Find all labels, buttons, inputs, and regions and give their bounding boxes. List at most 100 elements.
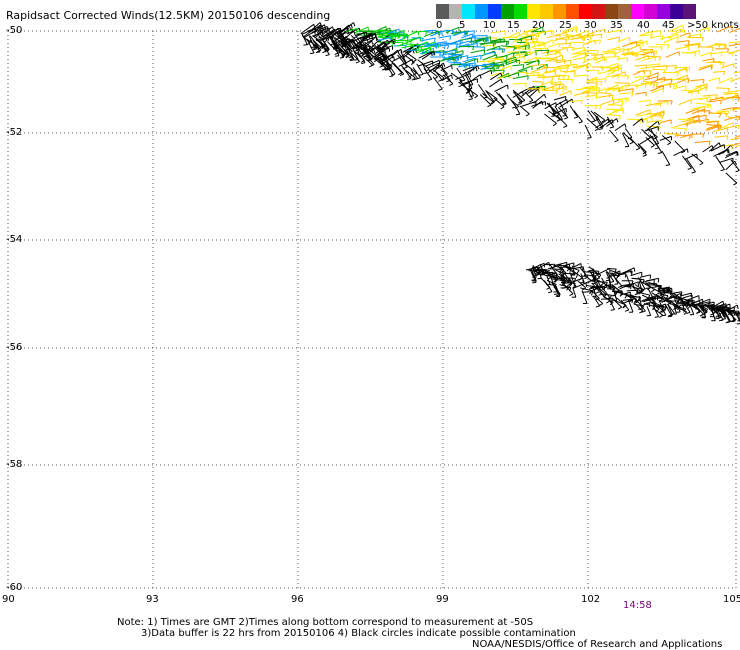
wind-barb [622,267,636,275]
wind-barb [714,135,729,140]
wind-barb [437,29,454,35]
wind-barb [531,272,537,284]
wind-barb [701,305,707,318]
wind-barb [636,40,648,46]
longitude-label: 90 [2,594,15,605]
wind-barb [620,299,630,312]
wind-barb [722,310,731,324]
wind-barb [527,88,541,93]
wind-barb [548,271,555,286]
wind-barb [582,85,598,90]
wind-barb [644,126,659,132]
wind-barb [423,30,440,38]
wind-barb [492,41,508,46]
legend-swatch [488,4,501,19]
wind-barb [443,49,457,55]
wind-barb [495,91,507,106]
wind-barb [490,38,505,43]
wind-barb [548,102,556,117]
wind-barb [561,46,575,52]
wind-barb [414,48,428,53]
wind-barb [614,75,630,80]
wind-barb [500,52,515,58]
wind-barb [687,114,700,120]
wind-barb [479,69,493,77]
wind-barb [385,63,394,78]
legend-swatch [501,4,514,19]
wind-barb [587,110,596,123]
wind-barb [351,52,360,64]
wind-barb [498,65,512,72]
wind-barb [694,140,711,146]
wind-barb [442,69,451,83]
wind-barb [555,285,561,297]
wind-barb [581,291,594,296]
wind-barb [724,310,737,317]
wind-barb [584,124,592,139]
wind-barb [430,30,443,37]
wind-barb [680,292,692,298]
wind-barb [322,28,337,38]
wind-barb [346,47,355,62]
wind-barb [670,29,686,36]
wind-barb [306,38,315,55]
wind-barb [638,295,643,311]
wind-barb [728,41,740,44]
wind-barb [607,29,623,35]
legend-labels: 0 5 10 15 20 25 30 35 40 45 >50 knots [436,19,740,31]
wind-barb [715,156,725,172]
wind-barb [647,128,658,140]
wind-barb [475,36,491,42]
wind-barb [609,129,619,143]
wind-barb [490,48,506,54]
wind-barb [405,70,416,81]
wind-barb [624,128,633,140]
wind-barb [544,274,559,282]
wind-barb [364,36,379,48]
wind-barb [652,307,663,318]
legend-label: 5 [459,20,466,31]
wind-barb [316,31,328,43]
wind-barb [640,31,653,36]
wind-barb [612,48,625,53]
wind-barb [715,308,720,319]
wind-barb [351,38,360,52]
wind-barb [466,88,474,101]
longitude-label: 93 [146,594,159,605]
wind-barb [537,29,553,35]
latitude-label: -60 [6,582,23,593]
wind-barb [678,99,692,106]
wind-barb [725,172,738,186]
wind-barb [662,82,678,88]
wind-barb [556,59,572,65]
wind-barb [468,85,475,97]
wind-barb [518,35,533,41]
wind-barb [691,133,705,138]
wind-barb [712,44,728,49]
wind-barb [655,44,670,49]
wind-barb [572,57,586,62]
wind-barb [668,24,684,33]
wind-barb [559,284,570,291]
wind-barb [461,64,474,69]
wind-barb [708,142,722,152]
wind-barb [685,119,701,126]
wind-barb [357,47,373,56]
wind-barb [411,30,428,36]
wind-barb [309,22,323,33]
wind-barb [477,84,488,99]
wind-barb [723,94,739,101]
wind-barb [710,61,725,67]
wind-barb [512,75,529,80]
wind-barb [467,74,482,85]
wind-barb [352,43,366,49]
wind-barb [688,37,704,42]
wind-barb [608,107,624,115]
wind-barb [524,34,538,40]
map-title: Rapidsact Corrected Winds(12.5KM) 201501… [6,9,331,22]
wind-barb [645,137,655,148]
wind-barb [591,28,606,34]
wind-barb [710,144,726,152]
wind-barb [352,49,365,63]
